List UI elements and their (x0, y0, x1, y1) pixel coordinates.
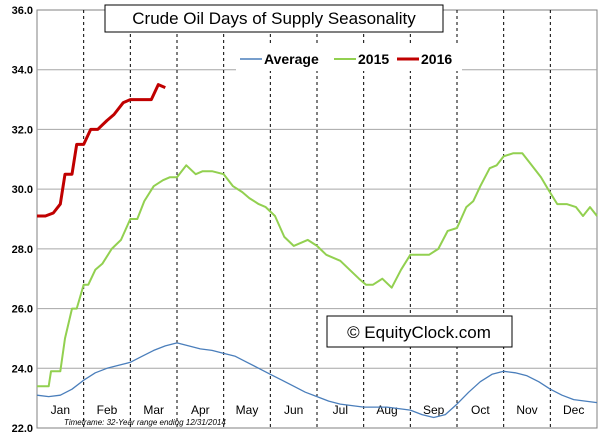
chart-title: Crude Oil Days of Supply Seasonality (132, 9, 416, 28)
x-tick-label-aug: Aug (376, 403, 397, 417)
x-tick-label-apr: Apr (191, 403, 210, 417)
series-line-2016 (37, 83, 166, 218)
x-tick-label-sep: Sep (423, 403, 445, 417)
series-lines (36, 83, 598, 419)
legend-label-2016: 2016 (421, 51, 452, 67)
legend: Average 2015 2016 (236, 45, 462, 71)
legend-label-average: Average (264, 51, 319, 67)
month-gridlines (83, 10, 551, 428)
y-tick-label-6: 34.0 (12, 65, 33, 77)
series-line-2015 (37, 152, 598, 388)
y-tick-label-7: 36.0 (12, 5, 33, 17)
x-tick-label-may: May (236, 403, 259, 417)
x-tick-label-nov: Nov (516, 403, 537, 417)
watermark-text: © EquityClock.com (347, 323, 491, 342)
x-tick-label-dec: Dec (563, 403, 584, 417)
y-tick-label-5: 32.0 (12, 124, 33, 136)
y-tick-label-3: 28.0 (12, 244, 33, 256)
chart-title-frame (104, 4, 444, 33)
y-tick-label-0: 22.0 (12, 423, 33, 435)
y-tick-label-4: 30.0 (12, 184, 33, 196)
watermark-frame (326, 315, 513, 348)
x-tick-label-jan: Jan (51, 403, 70, 417)
watermark-box: © EquityClock.com (326, 315, 513, 348)
x-tick-label-jun: Jun (284, 403, 303, 417)
y-axis-ticks: 22.0 24.0 26.0 28.0 30.0 32.0 34.0 36.0 (12, 5, 33, 435)
series-line-average (36, 342, 598, 419)
y-tick-label-2: 26.0 (12, 304, 33, 316)
x-tick-label-oct: Oct (471, 403, 490, 417)
x-axis-ticks: Jan Feb Mar Apr May Jun Jul Aug Sep Oct Nov Dec (51, 403, 585, 417)
legend-label-2015: 2015 (358, 51, 389, 67)
chart-title-box: Crude Oil Days of Supply Seasonality (104, 4, 444, 33)
x-tick-label-feb: Feb (97, 403, 118, 417)
y-tick-label-1: 24.0 (12, 363, 33, 375)
x-tick-label-mar: Mar (143, 403, 164, 417)
timeframe-footnote: Timeframe: 32-Year range ending 12/31/20… (64, 418, 226, 427)
x-tick-label-jul: Jul (333, 403, 348, 417)
